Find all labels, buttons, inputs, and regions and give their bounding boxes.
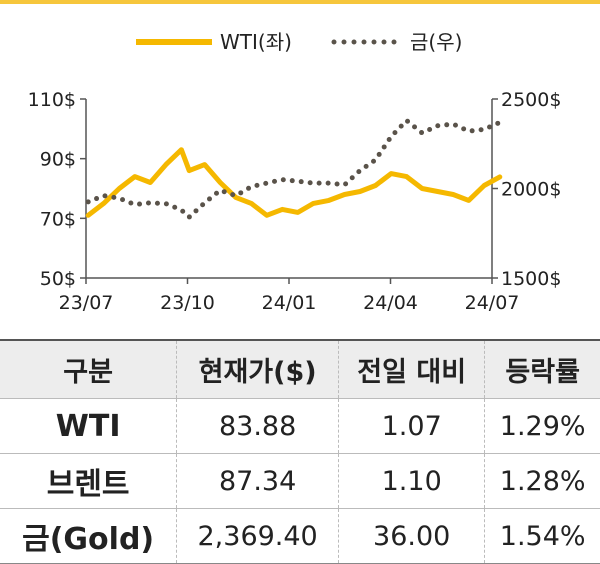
table-row-brent: 브렌트 87.34 1.10 1.28% [0,453,600,509]
legend-wti-label: WTI(좌) [220,30,292,54]
row-change: 1.10 [337,453,485,509]
row-name: 금(Gold) [0,508,177,564]
price-chart: WTI(좌) 금(우) 110$90$70$50$2500$2000$1500$2… [28,30,562,314]
y-left-tick-label: 70$ [40,208,76,230]
top-accent-line [0,0,600,4]
header-current-price: 현재가($) [176,339,339,399]
chart-legend: WTI(좌) 금(우) [136,30,462,54]
y-left-tick-label: 110$ [28,89,76,111]
wti-series-line [85,147,503,218]
row-rate: 1.28% [484,453,600,509]
header-change-rate: 등락률 [484,339,600,399]
price-table: 구분 현재가($) 전일 대비 등락률 WTI 83.88 1.07 1.29%… [0,339,600,564]
chart-axes: 110$ 90$ 70$ 50$ 2500$ 2000$ 1500$ 23/07 23/10 24… [28,89,562,314]
row-price: 83.88 [176,398,339,454]
row-rate: 1.54% [484,508,600,564]
row-change: 36.00 [337,508,485,564]
table-row-wti: WTI 83.88 1.07 1.29% [0,398,600,454]
gold-series-line [85,118,503,220]
row-name: 브렌트 [0,453,177,509]
header-change: 전일 대비 [337,339,485,399]
y-right-tick-label: 1500$ [501,268,561,290]
row-name: WTI [0,398,177,454]
row-change: 1.07 [337,398,485,454]
row-rate: 1.29% [484,398,600,454]
y-left-tick-label: 50$ [40,268,76,290]
table-header-row: 구분 현재가($) 전일 대비 등락률 [0,339,600,399]
y-right-tick-label: 2500$ [501,89,561,111]
row-price: 87.34 [176,453,339,509]
y-right-tick-label: 2000$ [501,179,561,201]
x-tick-label: 23/07 [59,292,114,314]
table-row-gold: 금(Gold) 2,369.40 36.00 1.54% [0,508,600,564]
legend-gold-label: 금(우) [410,30,462,54]
y-left-tick-label: 90$ [40,149,76,171]
x-tick-label: 23/10 [160,292,215,314]
chart-series [85,118,503,220]
x-tick-label: 24/01 [262,292,317,314]
header-category: 구분 [0,339,177,399]
x-tick-label: 24/04 [363,292,418,314]
row-price: 2,369.40 [176,508,339,564]
x-tick-label: 24/07 [465,292,520,314]
